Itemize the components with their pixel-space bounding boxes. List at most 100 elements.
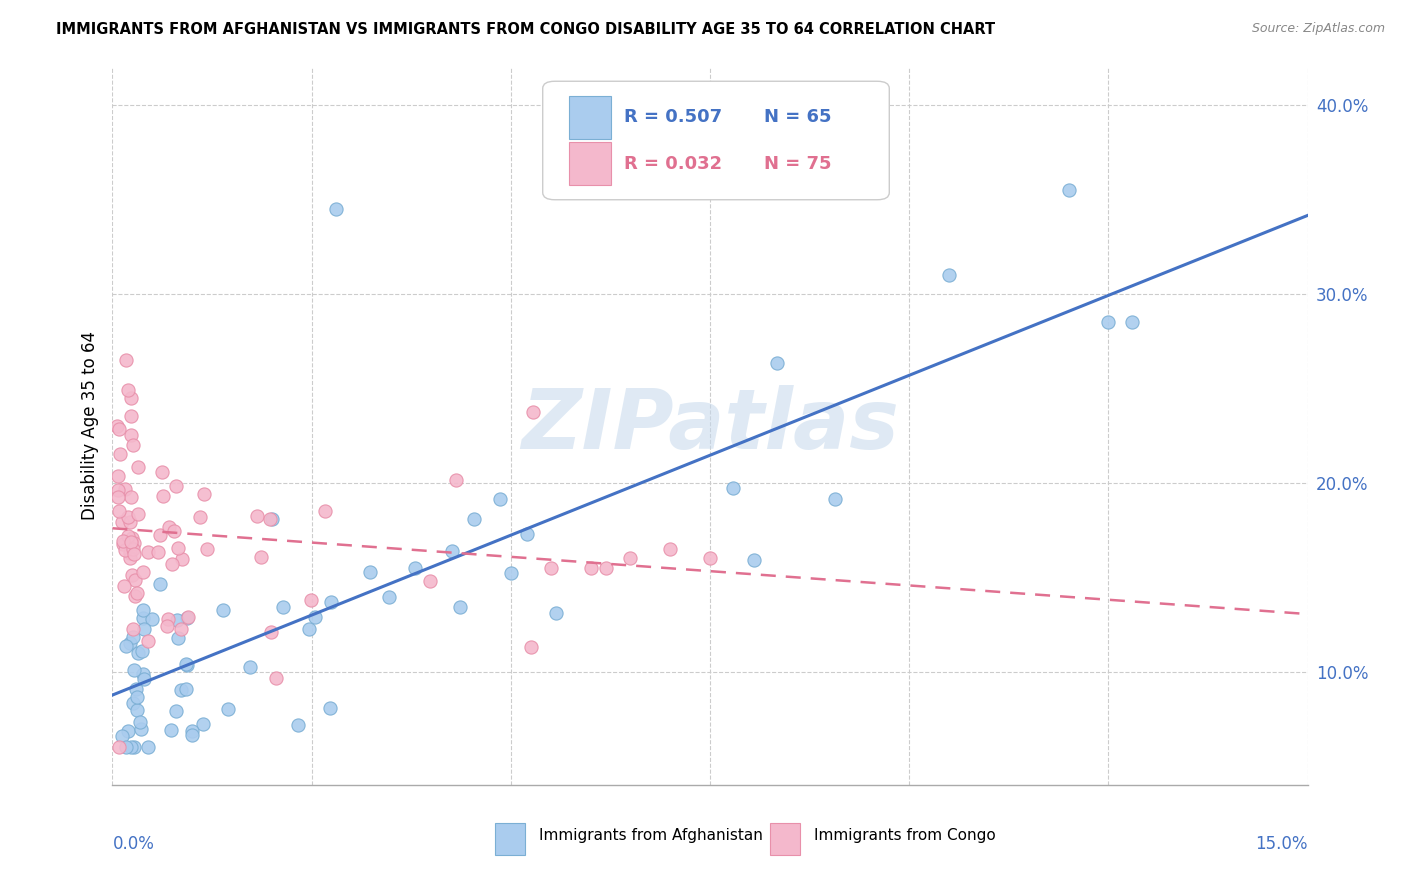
Point <box>264 671 287 685</box>
Point <box>114 482 136 496</box>
Point <box>938 268 960 282</box>
Point <box>120 428 142 442</box>
Point <box>318 701 340 715</box>
Point <box>129 715 152 730</box>
Point <box>127 460 149 475</box>
Point <box>112 534 135 549</box>
Point <box>174 657 197 672</box>
Point <box>766 356 789 370</box>
Point <box>124 573 146 587</box>
Point <box>136 545 159 559</box>
Point <box>152 489 174 503</box>
Point <box>149 528 172 542</box>
Point <box>166 614 188 628</box>
Point <box>108 447 131 461</box>
Point <box>177 610 200 624</box>
Point <box>108 504 131 518</box>
Point <box>111 537 134 551</box>
Point <box>170 552 193 566</box>
Point <box>1121 315 1143 329</box>
Point <box>193 487 215 501</box>
Point <box>191 717 214 731</box>
Point <box>540 560 562 574</box>
Point <box>165 478 187 492</box>
Bar <box>770 822 800 855</box>
Text: 0.0%: 0.0% <box>112 835 155 854</box>
Point <box>446 473 468 487</box>
Point <box>167 541 190 556</box>
Point <box>122 547 145 561</box>
Point <box>121 542 143 557</box>
Point <box>115 639 138 653</box>
Point <box>544 606 567 620</box>
Point <box>132 666 155 681</box>
Point <box>239 660 262 674</box>
Text: N = 65: N = 65 <box>763 108 831 126</box>
Text: R = 0.032: R = 0.032 <box>624 155 723 173</box>
Point <box>721 481 744 495</box>
Point <box>170 682 193 697</box>
Point <box>260 511 283 525</box>
Point <box>156 611 179 625</box>
Point <box>131 644 153 658</box>
Point <box>111 729 134 743</box>
Point <box>595 560 617 574</box>
Point <box>824 492 846 507</box>
Point <box>217 702 239 716</box>
Point <box>404 561 426 575</box>
Point <box>111 516 134 530</box>
Point <box>188 510 211 524</box>
Point <box>520 640 543 655</box>
Point <box>174 681 197 696</box>
Point <box>132 565 155 579</box>
Point <box>1057 183 1080 197</box>
Point <box>122 438 145 452</box>
Point <box>260 625 283 640</box>
Point <box>117 510 139 524</box>
Point <box>107 469 129 483</box>
Point <box>120 534 142 549</box>
Point <box>579 560 602 574</box>
Bar <box>569 95 610 139</box>
Point <box>127 703 149 717</box>
Point <box>122 697 145 711</box>
Point <box>378 590 401 604</box>
Point <box>440 544 463 558</box>
Point <box>120 551 142 566</box>
Point <box>125 586 148 600</box>
Point <box>136 634 159 648</box>
Point <box>107 490 129 504</box>
Point <box>180 723 202 738</box>
Point <box>117 723 139 738</box>
Point <box>132 603 155 617</box>
Point <box>170 623 193 637</box>
Point <box>122 740 145 755</box>
Point <box>287 718 309 732</box>
Point <box>159 723 181 737</box>
Point <box>742 553 765 567</box>
Point <box>132 672 155 686</box>
Point <box>156 619 179 633</box>
Point <box>165 704 187 718</box>
Point <box>117 383 139 397</box>
Point <box>149 577 172 591</box>
Point <box>176 611 198 625</box>
Text: ZIPatlas: ZIPatlas <box>522 385 898 467</box>
Point <box>298 622 321 636</box>
Point <box>299 593 322 607</box>
Point <box>146 545 169 559</box>
Point <box>124 589 146 603</box>
Point <box>121 391 143 405</box>
Text: IMMIGRANTS FROM AFGHANISTAN VS IMMIGRANTS FROM CONGO DISABILITY AGE 35 TO 64 COR: IMMIGRANTS FROM AFGHANISTAN VS IMMIGRANT… <box>56 22 995 37</box>
Text: Immigrants from Afghanistan: Immigrants from Afghanistan <box>538 828 763 843</box>
Point <box>449 600 471 615</box>
Point <box>501 566 523 581</box>
Point <box>522 405 544 419</box>
Point <box>160 558 183 572</box>
Point <box>127 690 149 704</box>
Point <box>122 536 145 550</box>
Point <box>516 527 538 541</box>
Point <box>136 740 159 755</box>
Point <box>121 568 143 582</box>
Point <box>699 551 721 566</box>
